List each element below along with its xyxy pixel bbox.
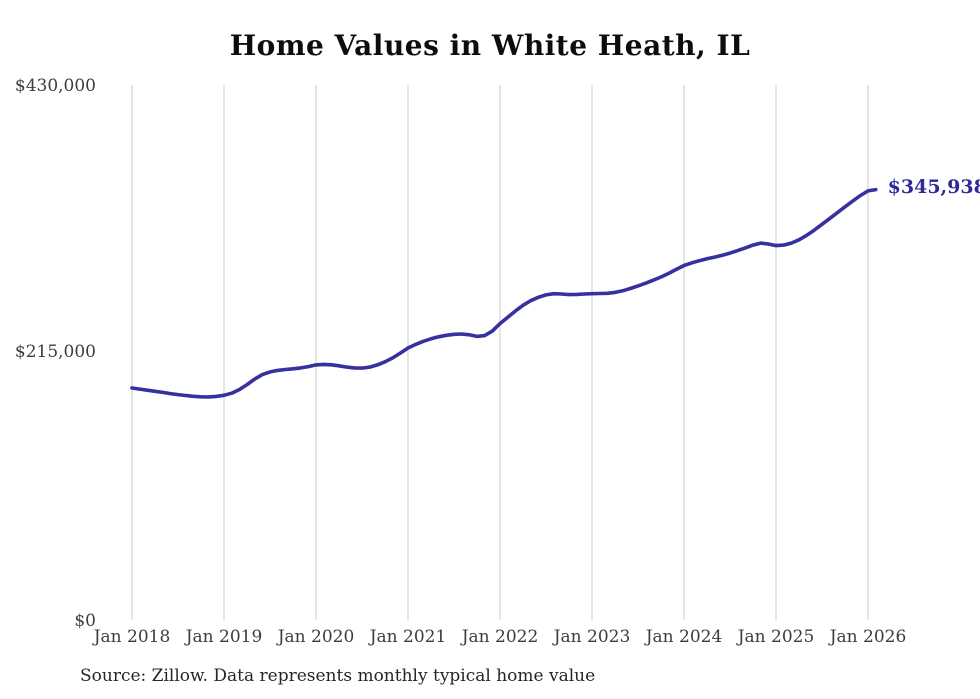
y-axis-tick-label-0: $0	[74, 611, 96, 631]
x-axis-tick-label-2024: Jan 2024	[645, 627, 723, 647]
x-axis-tick-label-2020: Jan 2020	[277, 627, 355, 647]
gridline-group	[131, 85, 869, 620]
x-axis-tick-label-2019: Jan 2019	[185, 627, 263, 647]
x-axis-tick-label-2025: Jan 2025	[737, 627, 815, 647]
x-axis-tick-label-2018: Jan 2018	[93, 627, 171, 647]
x-axis-tick-label-2023: Jan 2023	[553, 627, 631, 647]
x-axis-tick-label-2026: Jan 2026	[829, 627, 907, 647]
x-axis-tick-label-2021: Jan 2021	[369, 627, 447, 647]
y-axis-tick-label-430000: $430,000	[14, 76, 96, 96]
x-axis-tick-label-2022: Jan 2022	[461, 627, 539, 647]
end-value-annotation: $345,938	[887, 175, 980, 198]
y-axis-tick-label-215000: $215,000	[14, 342, 96, 362]
source-note: Source: Zillow. Data represents monthly …	[80, 666, 596, 686]
home-value-line	[130, 187, 878, 399]
chart-title: Home Values in White Heath, IL	[229, 29, 751, 62]
